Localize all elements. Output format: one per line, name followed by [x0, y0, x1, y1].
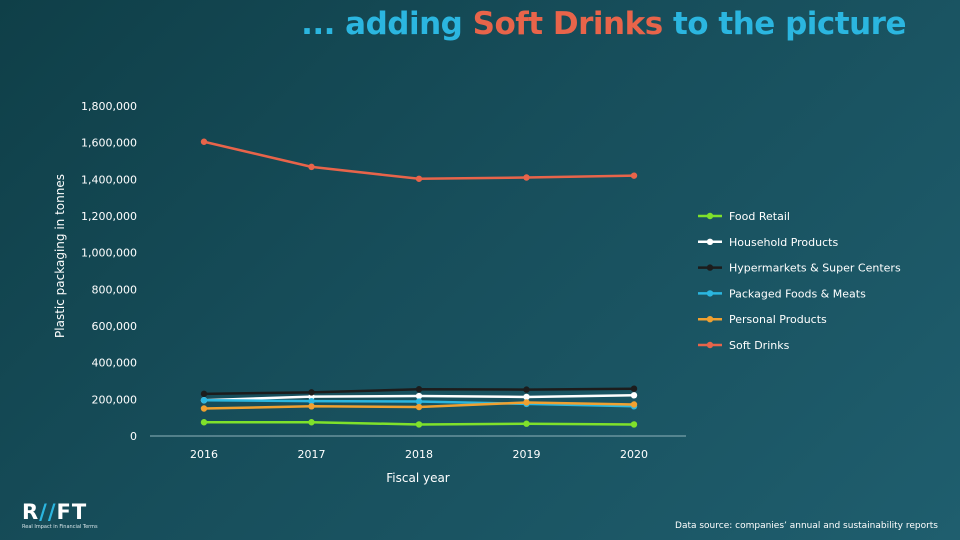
page-title: ... adding Soft Drinks to the picture	[0, 6, 960, 42]
legend-marker	[706, 341, 714, 349]
series-line	[203, 140, 635, 181]
data-source-note: Data source: companies’ annual and susta…	[675, 521, 938, 531]
data-point	[523, 393, 530, 401]
y-tick-label: 1,200,000	[81, 210, 137, 223]
y-tick-label: 800,000	[92, 283, 138, 296]
x-axis: 2016 2017 2018 2019 2020 Fiscal year	[150, 435, 686, 485]
logo-slash: //	[39, 500, 57, 524]
legend-marker	[706, 290, 714, 297]
data-point	[523, 386, 530, 393]
data-point	[308, 419, 315, 426]
x-tick-label: 2017	[298, 448, 326, 461]
y-tick-label: 1,600,000	[81, 137, 137, 150]
data-point	[415, 421, 423, 428]
logo-text-right: FT	[56, 500, 88, 524]
data-point	[415, 386, 423, 393]
data-point	[200, 419, 208, 426]
data-point	[523, 399, 530, 406]
data-point	[308, 403, 315, 410]
title-suffix: to the picture	[662, 6, 907, 42]
data-point	[415, 392, 423, 400]
legend-entry: Hypermarkets & Super Centers	[698, 262, 901, 275]
data-point	[308, 397, 315, 405]
logo-text-left: R	[22, 500, 40, 524]
legend-label: Soft Drinks	[729, 339, 790, 352]
data-point	[200, 138, 208, 145]
x-axis-title: Fiscal year	[386, 471, 450, 485]
legend-label: Packaged Foods & Meats	[729, 287, 866, 300]
data-point	[630, 385, 638, 392]
data-point	[200, 397, 208, 404]
legend-marker	[706, 264, 714, 271]
legend-entry: Soft Drinks	[698, 339, 790, 352]
data-point	[630, 392, 638, 399]
data-point	[630, 172, 638, 179]
legend: Food Retail Household Products Hypermarket…	[698, 210, 901, 352]
y-tick-label: 400,000	[92, 357, 138, 370]
data-point	[308, 163, 315, 171]
legend-marker	[706, 238, 714, 245]
series-group	[200, 138, 638, 428]
data-point	[415, 175, 423, 182]
legend-label: Personal Products	[729, 313, 827, 326]
legend-label: Food Retail	[729, 210, 790, 223]
data-point	[630, 401, 638, 408]
title-highlight: Soft Drinks	[472, 6, 664, 42]
data-point	[415, 398, 423, 405]
y-tick-label: 1,000,000	[81, 247, 137, 260]
x-tick-label: 2016	[190, 448, 218, 461]
data-point	[523, 420, 530, 427]
y-tick-label: 600,000	[92, 320, 138, 333]
legend-entry: Household Products	[698, 236, 838, 249]
legend-entry: Packaged Foods & Meats	[698, 287, 866, 300]
y-tick-label: 1,400,000	[81, 173, 137, 186]
y-tick-label: 1,800,000	[81, 100, 137, 113]
y-axis-title: Plastic packaging in tonnes	[53, 174, 67, 338]
x-tick-label: 2020	[620, 448, 648, 461]
data-point	[415, 403, 423, 411]
data-point	[630, 421, 638, 428]
legend-label: Hypermarkets & Super Centers	[729, 262, 901, 275]
x-tick-label: 2018	[405, 448, 433, 461]
legend-entry: Food Retail	[698, 210, 790, 223]
data-point	[200, 405, 208, 412]
x-tick-label: 2019	[513, 448, 541, 461]
logo-tagline: Real Impact in Financial Terms	[22, 524, 98, 530]
series-personal-products	[200, 399, 638, 412]
raft-logo: R//FT	[22, 500, 87, 524]
series-food-retail	[200, 419, 638, 428]
y-tick-label: 200,000	[92, 393, 138, 406]
data-point	[308, 389, 315, 396]
title-prefix: ... adding	[301, 6, 473, 42]
legend-label: Household Products	[729, 236, 838, 249]
series-hypermarkets-super-centers	[200, 385, 638, 398]
series-soft-drinks	[200, 138, 638, 182]
legend-marker	[706, 316, 714, 323]
legend-entry: Personal Products	[698, 313, 827, 326]
y-axis: 0 200,000 400,000 600,000 800,000 1,000,000 1,…	[53, 100, 137, 443]
y-tick-label: 0	[130, 430, 137, 443]
legend-marker	[706, 212, 714, 220]
data-point	[200, 390, 208, 398]
data-point	[523, 174, 530, 181]
